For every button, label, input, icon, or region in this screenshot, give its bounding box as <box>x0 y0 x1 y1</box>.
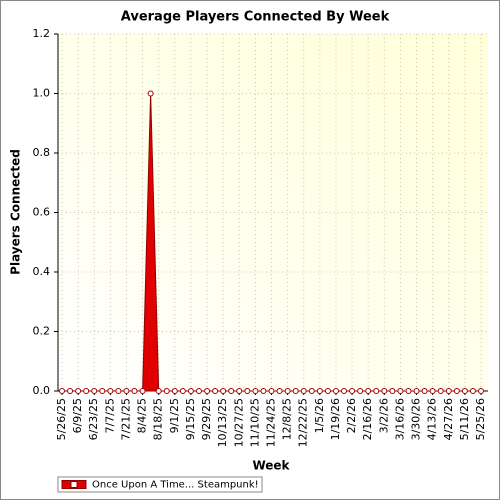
y-tick-label: 0.8 <box>33 146 51 159</box>
x-tick-label: 5/25/26 <box>474 398 487 440</box>
point-marker <box>91 388 98 394</box>
x-tick-label: 7/7/25 <box>103 398 116 433</box>
x-tick-label: 9/1/25 <box>168 398 181 433</box>
point-marker <box>461 388 468 394</box>
point-marker <box>316 388 323 394</box>
point-marker <box>147 90 154 97</box>
legend-box <box>57 476 263 493</box>
point-marker <box>163 388 170 394</box>
x-tick-label: 11/24/25 <box>265 398 278 447</box>
point-marker <box>324 388 331 394</box>
x-axis-title: Week <box>252 459 290 473</box>
point-marker <box>115 388 122 394</box>
x-tick-label: 1/19/26 <box>329 398 342 440</box>
point-marker <box>437 388 444 394</box>
point-marker <box>228 388 235 394</box>
x-tick-label: 2/16/26 <box>361 398 374 440</box>
point-marker <box>107 388 114 394</box>
legend-marker <box>70 481 78 488</box>
point-marker <box>252 388 259 394</box>
x-tick-label: 12/22/25 <box>297 398 310 447</box>
x-tick-label: 4/27/26 <box>442 398 455 440</box>
x-tick-label: 10/13/25 <box>216 398 229 447</box>
point-marker <box>405 388 412 394</box>
x-tick-label: 5/11/26 <box>458 398 471 440</box>
x-tick-label: 2/2/26 <box>345 398 358 433</box>
point-marker <box>284 388 291 394</box>
point-marker <box>445 388 452 394</box>
x-tick-label: 9/29/25 <box>200 398 213 440</box>
x-tick-label: 12/8/25 <box>281 398 294 440</box>
x-tick-label: 1/5/26 <box>313 398 326 433</box>
point-marker <box>373 388 380 394</box>
point-marker <box>139 388 146 394</box>
point-marker <box>276 388 283 394</box>
x-tick-label: 11/10/25 <box>248 398 261 447</box>
point-marker <box>155 388 162 394</box>
y-tick-label: 0.4 <box>33 265 51 278</box>
point-marker <box>341 388 348 394</box>
point-marker <box>99 388 106 394</box>
plot-area <box>58 34 488 391</box>
point-marker <box>195 388 202 394</box>
x-tick-label: 10/27/25 <box>232 398 245 447</box>
x-tick-label: 5/26/25 <box>55 398 68 440</box>
point-marker <box>179 388 186 394</box>
point-marker <box>421 388 428 394</box>
x-tick-label: 9/15/25 <box>184 398 197 440</box>
point-marker <box>292 388 299 394</box>
x-tick-label: 3/2/26 <box>377 398 390 433</box>
y-tick-label: 0.2 <box>33 325 51 338</box>
point-marker <box>260 388 267 394</box>
point-marker <box>268 388 275 394</box>
point-marker <box>300 388 307 394</box>
point-marker <box>220 388 227 394</box>
point-marker <box>244 388 251 394</box>
y-axis-title: Players Connected <box>9 149 23 275</box>
point-marker <box>478 388 484 394</box>
point-marker <box>212 388 219 394</box>
x-tick-label: 7/21/25 <box>119 398 132 440</box>
legend-label: Once Upon A Time... Steampunk! <box>92 480 259 491</box>
chart-title: Average Players Connected By Week <box>121 10 390 25</box>
y-tick-label: 0.0 <box>33 384 51 397</box>
point-marker <box>171 388 178 394</box>
point-marker <box>381 388 388 394</box>
point-marker <box>453 388 460 394</box>
x-tick-label: 3/30/26 <box>410 398 423 440</box>
point-marker <box>236 388 243 394</box>
x-tick-label: 4/13/26 <box>426 398 439 440</box>
point-marker <box>349 388 356 394</box>
point-marker <box>429 388 436 394</box>
point-marker <box>397 388 404 394</box>
point-marker <box>204 388 211 394</box>
x-tick-label: 6/9/25 <box>71 398 84 433</box>
y-tick-label: 1.0 <box>33 87 51 100</box>
point-marker <box>357 388 364 394</box>
point-marker <box>365 388 372 394</box>
point-marker <box>389 388 396 394</box>
x-tick-label: 3/16/26 <box>393 398 406 440</box>
point-marker <box>131 388 138 394</box>
y-tick-label: 1.2 <box>33 27 51 40</box>
point-marker <box>83 388 90 394</box>
point-marker <box>123 388 130 394</box>
point-marker <box>67 388 74 394</box>
point-marker <box>187 388 194 394</box>
point-marker <box>75 388 82 394</box>
x-tick-label: 6/23/25 <box>87 398 100 440</box>
point-marker <box>308 388 315 394</box>
point-marker <box>469 388 476 394</box>
point-marker <box>332 388 339 394</box>
y-tick-label: 0.6 <box>33 206 51 219</box>
point-marker <box>413 388 420 394</box>
point-marker <box>59 388 65 394</box>
x-tick-label: 8/18/25 <box>152 398 165 440</box>
x-tick-label: 8/4/25 <box>136 398 149 433</box>
